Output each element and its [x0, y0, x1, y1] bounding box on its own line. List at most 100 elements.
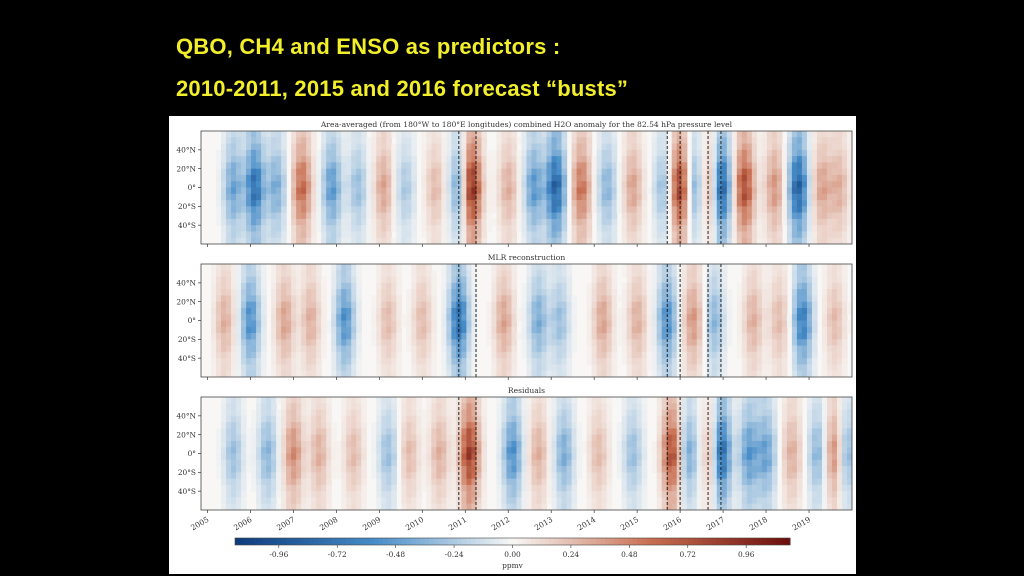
heatmap-cell: [636, 270, 643, 278]
heatmap-cell: [536, 351, 543, 359]
heatmap-cell: [731, 212, 738, 220]
heatmap-cell: [816, 181, 823, 189]
heatmap-cell: [671, 351, 678, 359]
heatmap-cell: [236, 434, 242, 442]
heatmap-cell: [441, 206, 447, 214]
heatmap-cell: [461, 358, 468, 366]
heatmap-cell: [776, 200, 783, 207]
heatmap-cell: [526, 193, 533, 201]
heatmap-cell: [236, 276, 242, 284]
heatmap-cell: [701, 137, 708, 145]
heatmap-cell: [761, 339, 768, 347]
heatmap-cell: [836, 282, 843, 290]
heatmap-cell: [241, 326, 247, 334]
heatmap-cell: [356, 181, 362, 189]
heatmap-cell: [741, 276, 748, 284]
heatmap-cell: [446, 149, 452, 157]
heatmap-cell: [306, 364, 312, 372]
heatmap-cell: [256, 156, 262, 163]
heatmap-cell: [241, 339, 247, 347]
heatmap-cell: [681, 333, 688, 340]
heatmap-cell: [401, 453, 407, 461]
heatmap-cell: [751, 137, 758, 145]
heatmap-cell: [416, 434, 422, 442]
heatmap-cell: [476, 137, 483, 145]
heatmap-cell: [531, 370, 538, 377]
heatmap-cell: [816, 149, 823, 157]
heatmap-cell: [331, 351, 337, 359]
heatmap-cell: [231, 162, 237, 170]
heatmap-cell: [716, 314, 723, 322]
heatmap-cell: [286, 307, 292, 315]
heatmap-cell: [761, 264, 768, 271]
heatmap-cell: [641, 168, 648, 176]
heatmap-cell: [571, 193, 578, 201]
heatmap-cell: [241, 231, 247, 239]
heatmap-cell: [631, 206, 638, 214]
heatmap-cell: [266, 212, 272, 220]
heatmap-cell: [831, 276, 838, 284]
heatmap-cell: [831, 181, 838, 189]
heatmap-cell: [311, 162, 317, 170]
heatmap-cell: [256, 333, 262, 340]
heatmap-cell: [641, 143, 648, 151]
heatmap-cell: [831, 237, 838, 244]
heatmap-cell: [676, 351, 683, 359]
heatmap-cell: [736, 218, 743, 226]
heatmap-cell: [336, 218, 342, 226]
heatmap-cell: [726, 149, 733, 157]
heatmap-cell: [611, 326, 618, 334]
heatmap-cell: [821, 162, 828, 170]
heatmap-cell: [636, 307, 643, 315]
heatmap-cell: [261, 320, 267, 328]
heatmap-cell: [471, 270, 478, 278]
heatmap-cell: [601, 289, 608, 296]
heatmap-cell: [756, 339, 763, 347]
heatmap-cell: [466, 345, 473, 353]
heatmap-cell: [561, 339, 568, 347]
heatmap-cell: [601, 320, 608, 328]
heatmap-cell: [511, 295, 518, 303]
heatmap-cell: [841, 206, 848, 214]
heatmap-cell: [371, 218, 377, 226]
heatmap-cell: [321, 459, 327, 467]
heatmap-cell: [331, 364, 337, 372]
heatmap-cell: [211, 270, 217, 278]
heatmap-cell: [341, 206, 347, 214]
heatmap-cell: [391, 415, 397, 423]
heatmap-cell: [371, 162, 377, 170]
heatmap-cell: [651, 149, 658, 157]
heatmap-cell: [801, 307, 808, 315]
heatmap-cell: [446, 156, 452, 163]
heatmap-cell: [321, 484, 327, 492]
heatmap-cell: [271, 187, 277, 195]
heatmap-cell: [376, 143, 382, 151]
heatmap-cell: [616, 200, 623, 207]
heatmap-cell: [236, 333, 242, 340]
heatmap-cell: [656, 225, 663, 233]
heatmap-cell: [306, 237, 312, 244]
heatmap-cell: [681, 282, 688, 290]
heatmap-cell: [261, 307, 267, 315]
heatmap-cell: [436, 434, 442, 442]
heatmap-cell: [596, 270, 603, 278]
heatmap-cell: [621, 270, 628, 278]
heatmap-cell: [386, 206, 392, 214]
heatmap-cell: [826, 370, 833, 377]
heatmap-cell: [766, 370, 773, 377]
heatmap-cell: [366, 162, 372, 170]
heatmap-cell: [626, 314, 633, 322]
heatmap-cell: [746, 358, 753, 366]
heatmap-cell: [316, 289, 322, 296]
heatmap-cell: [671, 264, 678, 271]
heatmap-cell: [331, 428, 337, 436]
heatmap-cell: [291, 358, 297, 366]
heatmap-cell: [421, 351, 427, 359]
heatmap-cell: [236, 497, 242, 505]
heatmap-cell: [311, 370, 317, 377]
heatmap-cell: [416, 339, 422, 347]
heatmap-cell: [521, 345, 528, 353]
heatmap-cell: [301, 264, 307, 271]
heatmap-cell: [801, 156, 808, 163]
heatmap-cell: [536, 370, 543, 377]
